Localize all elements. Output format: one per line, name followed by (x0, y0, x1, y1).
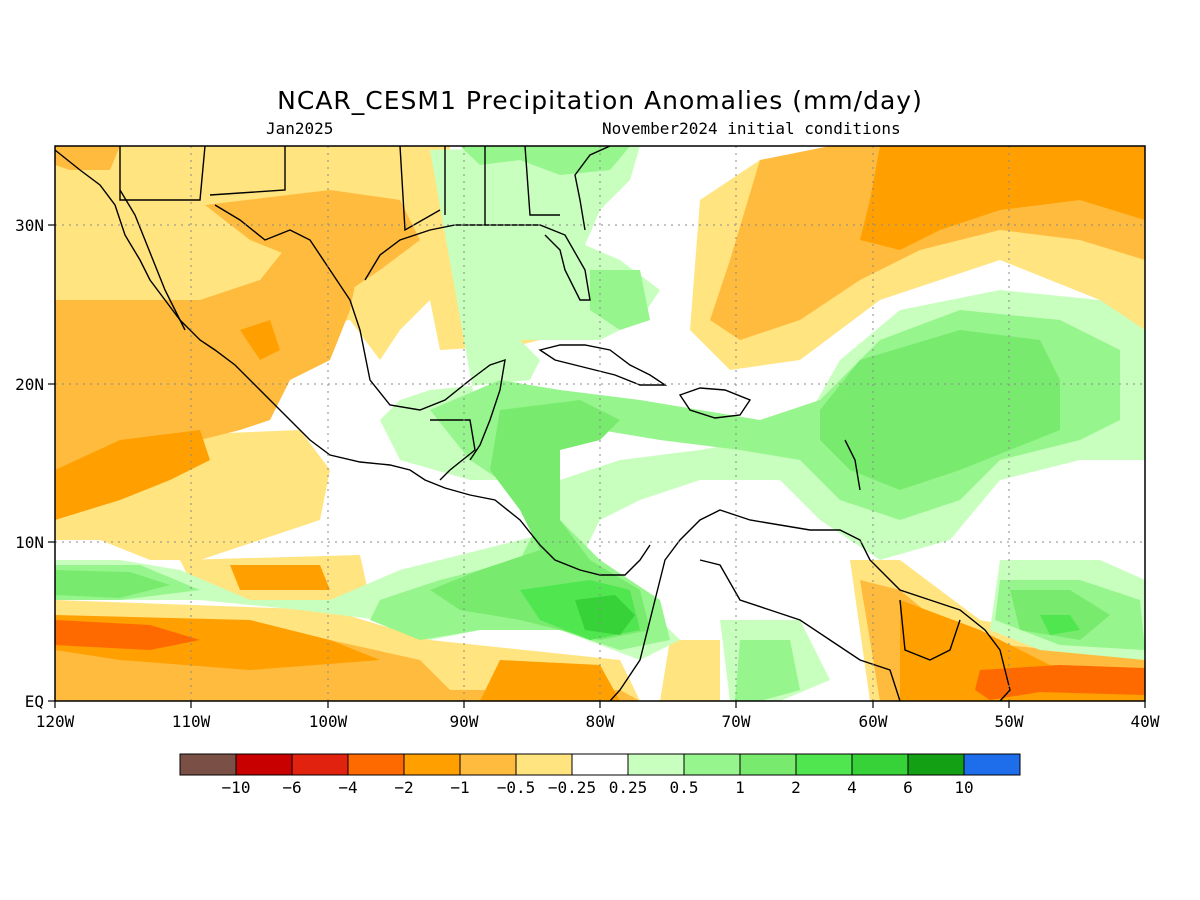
colorbar-swatch (795, 753, 853, 776)
colorbar-label: 6 (903, 778, 913, 797)
initial-conditions-label: November2024 initial conditions (602, 119, 901, 138)
x-tick-label: 90W (450, 712, 479, 731)
colorbar-label: 1 (735, 778, 745, 797)
x-tick-label: 40W (1131, 712, 1160, 731)
colorbar-swatch (459, 753, 517, 776)
colorbar-swatch (235, 753, 293, 776)
colorbar-swatch (403, 753, 461, 776)
colorbar-swatch (179, 753, 237, 776)
y-tick-label: 10N (15, 533, 44, 552)
colorbar-swatch (347, 753, 405, 776)
colorbar-swatch (851, 753, 909, 776)
x-tick-label: 110W (172, 712, 211, 731)
colorbar-label: −10 (222, 778, 251, 797)
colorbar-label: 4 (847, 778, 857, 797)
y-tick-label: EQ (25, 692, 44, 711)
x-tick-label: 70W (722, 712, 751, 731)
dry-anomaly-very-strong-shading (55, 620, 1145, 700)
map-gridlines (55, 146, 1145, 701)
chart-title: NCAR_CESM1 Precipitation Anomalies (mm/d… (277, 86, 923, 115)
colorbar-swatch (627, 753, 685, 776)
colorbar-swatch (739, 753, 797, 776)
colorbar-swatch (291, 753, 349, 776)
colorbar-label: −0.5 (497, 778, 536, 797)
colorbar-label: 0.5 (670, 778, 699, 797)
x-tick-label: 120W (36, 712, 75, 731)
y-tick-label: 30N (15, 216, 44, 235)
wet-anomaly-extreme-shading (575, 595, 635, 635)
colorbar-label: −6 (282, 778, 301, 797)
x-tick-label: 50W (995, 712, 1024, 731)
colorbar-label: 10 (954, 778, 973, 797)
colorbar-swatch (515, 753, 573, 776)
colorbar-label: −2 (394, 778, 413, 797)
y-tick-label: 20N (15, 375, 44, 394)
colorbar-label: −1 (450, 778, 469, 797)
x-tick-label: 60W (859, 712, 888, 731)
x-tick-label: 80W (586, 712, 615, 731)
axis-ticks (48, 224, 1146, 708)
colorbar-label: −4 (338, 778, 357, 797)
colorbar-swatch (683, 753, 741, 776)
colorbar-swatch (571, 753, 629, 776)
colorbar-label: 2 (791, 778, 801, 797)
colorbar-swatch (963, 753, 1021, 776)
x-tick-label: 100W (309, 712, 348, 731)
coastlines (55, 146, 1011, 701)
valid-month-label: Jan2025 (266, 119, 334, 138)
colorbar-label: 0.25 (609, 778, 648, 797)
colorbar-label: −0.25 (548, 778, 596, 797)
colorbar-swatch (907, 753, 965, 776)
